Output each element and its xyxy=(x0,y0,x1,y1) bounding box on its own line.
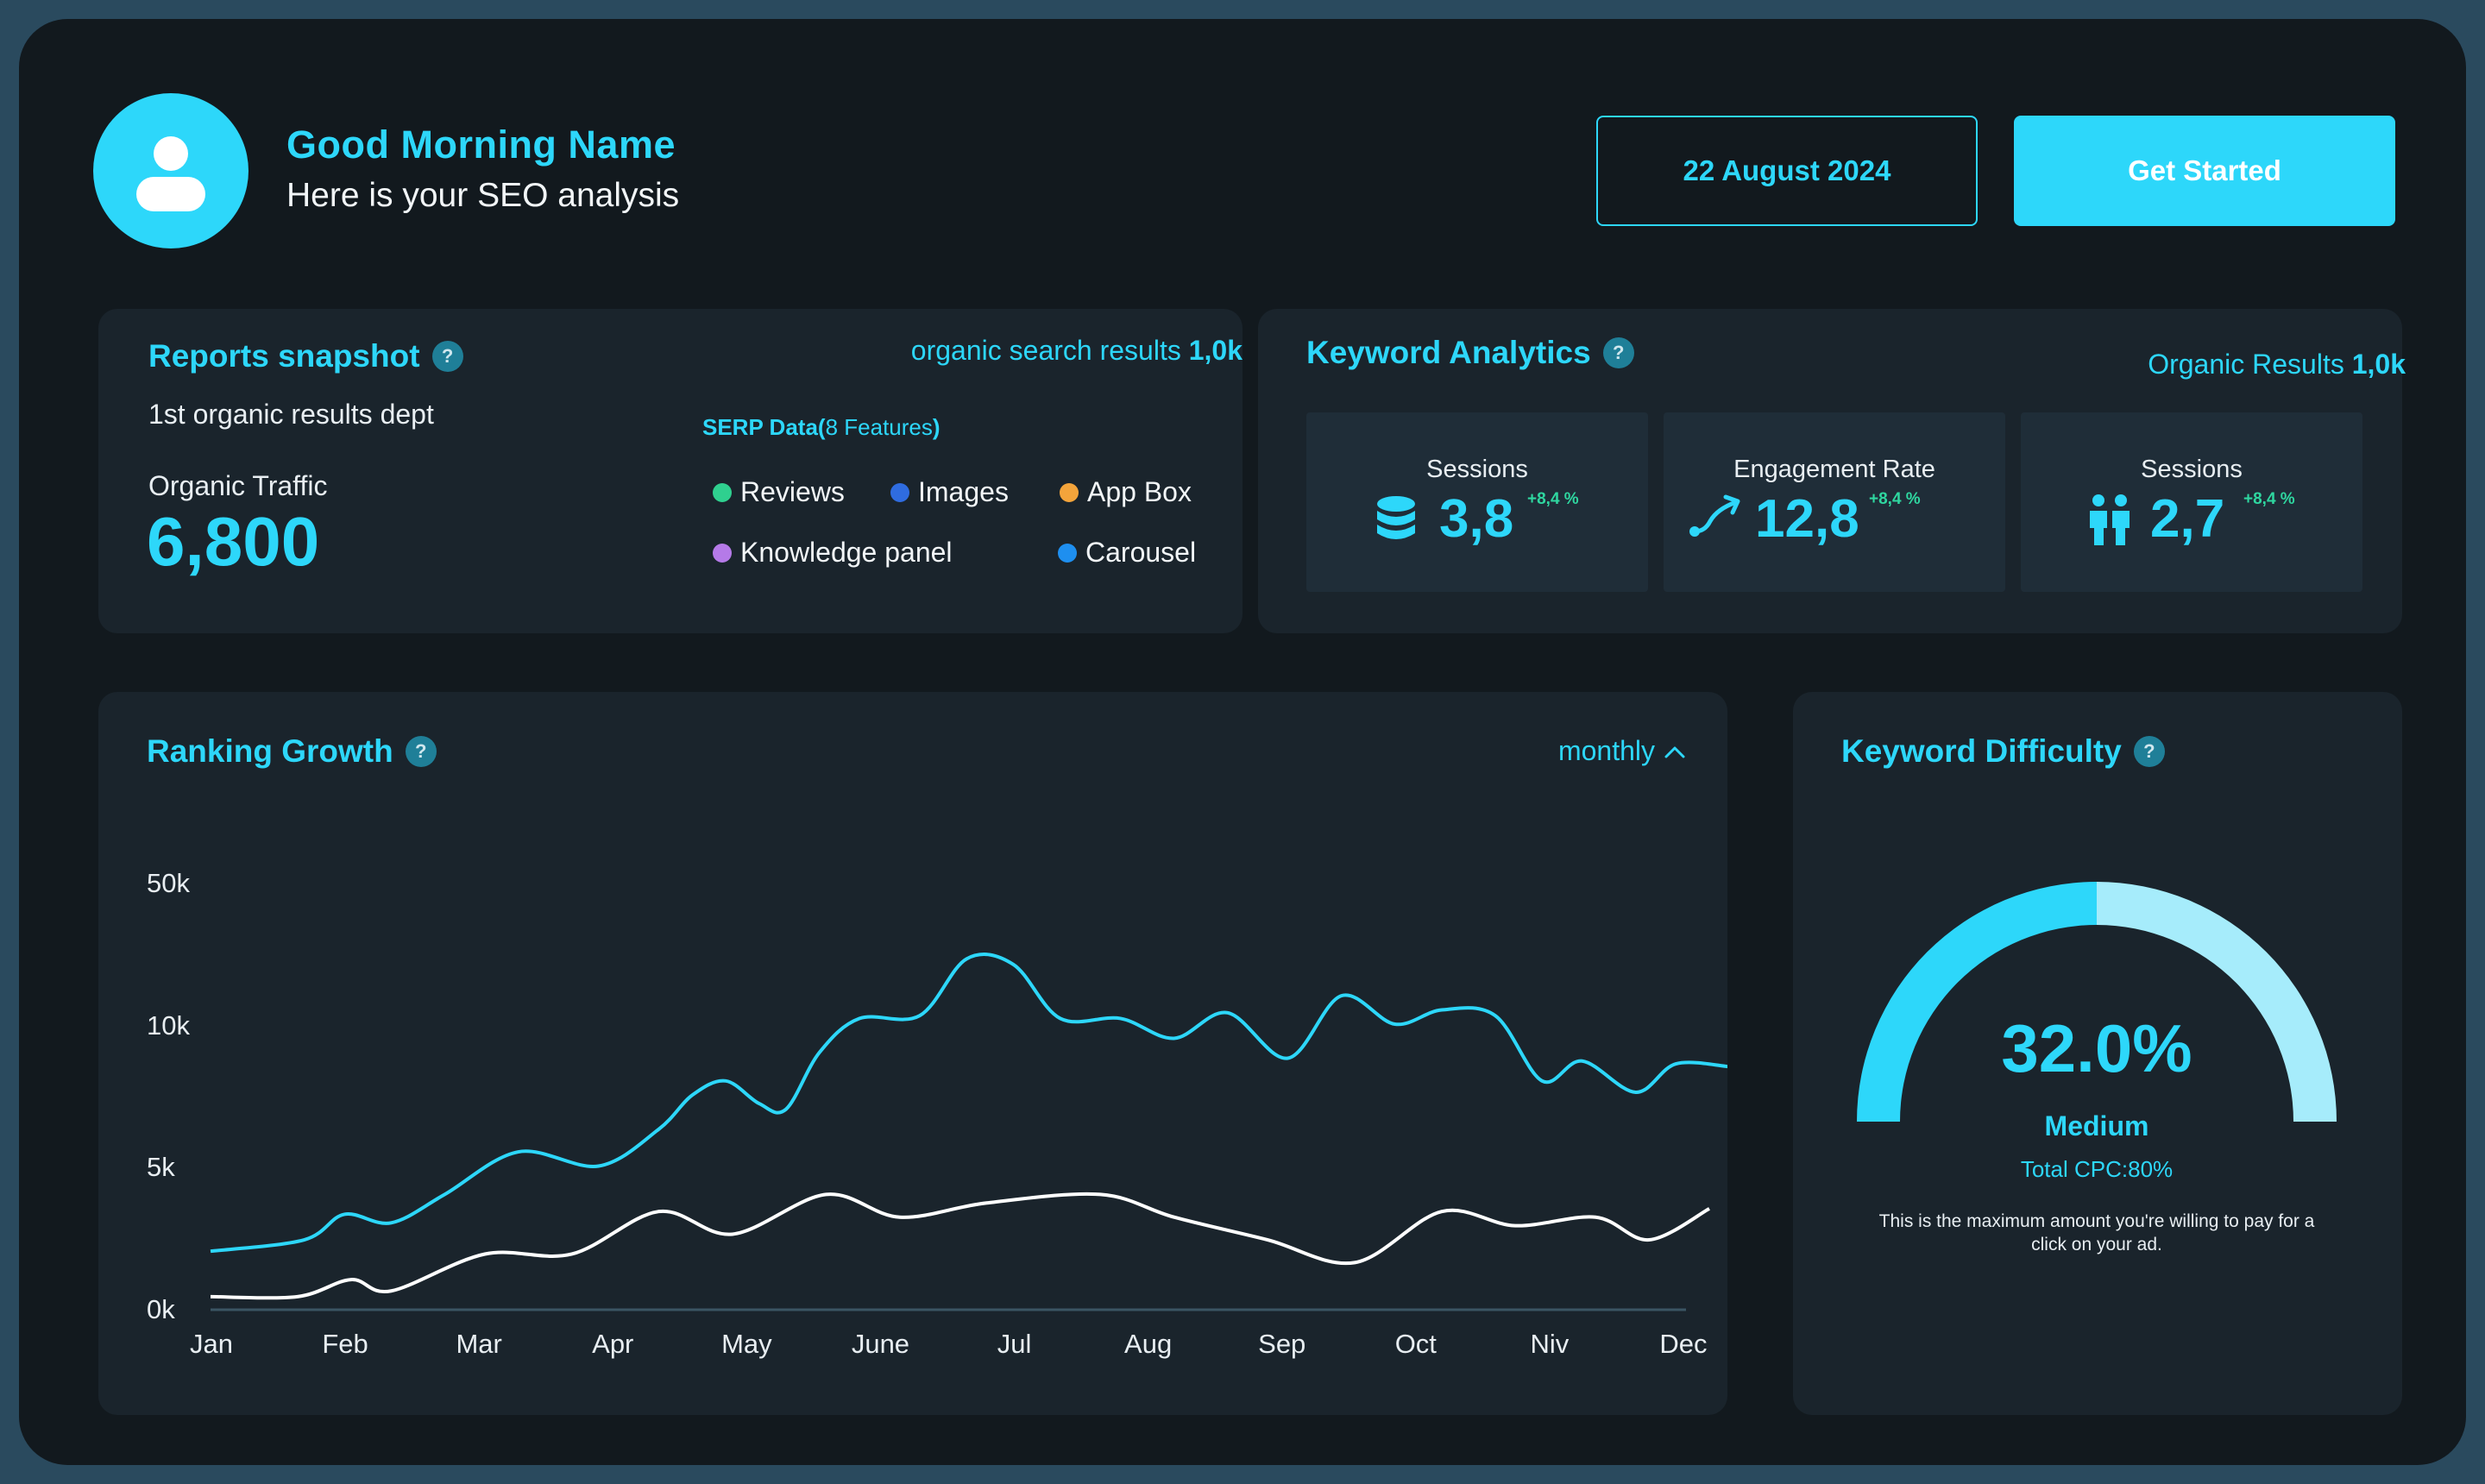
metric-label: Engagement Rate xyxy=(1733,456,1935,483)
x-tick-label: Apr xyxy=(592,1329,633,1359)
organic-search-results-label: organic search results xyxy=(910,335,1181,366)
series-line-primary xyxy=(210,953,1727,1254)
total-cpc: Total CPC:80% xyxy=(2020,1156,2174,1182)
organic-search-results: organic search results 1,0k xyxy=(911,335,1242,367)
legend-reviews-label: Reviews xyxy=(740,476,845,507)
images-dot-icon xyxy=(890,482,909,502)
x-tick-label: Oct xyxy=(1395,1329,1438,1359)
help-icon[interactable]: ? xyxy=(431,341,463,372)
reviews-dot-icon xyxy=(713,482,732,502)
organic-results: Organic Results 1,0k xyxy=(2148,349,2406,380)
reports-snapshot-title: Reports snapshot ? xyxy=(148,338,463,374)
organic-results-label: Organic Results xyxy=(2148,349,2344,380)
gauge-remaining-arc xyxy=(2097,882,2337,1122)
metric-value: 3,8 xyxy=(1439,489,1514,549)
help-icon[interactable]: ? xyxy=(1602,337,1634,368)
difficulty-gauge xyxy=(1857,882,2337,1122)
legend-images: Images xyxy=(890,476,1009,508)
organic-traffic-value: 6,800 xyxy=(147,503,320,580)
serp-features-count: 8 Features xyxy=(825,414,933,440)
ranking-growth-card xyxy=(98,692,1727,1415)
legend-images-label: Images xyxy=(918,476,1009,507)
organic-results-dept: 1st organic results dept xyxy=(148,399,434,430)
organic-traffic-label: Organic Traffic xyxy=(148,470,328,501)
series-line-secondary xyxy=(210,1192,1710,1300)
x-tick-label: Sep xyxy=(1258,1329,1305,1359)
x-tick-label: Jul xyxy=(997,1329,1032,1359)
keyword-difficulty-title: Keyword Difficulty ? xyxy=(1841,733,2165,770)
difficulty-percent: 32.0% xyxy=(2001,1010,2192,1086)
help-icon[interactable]: ? xyxy=(2133,736,2165,767)
difficulty-description: This is the maximum amount you're willin… xyxy=(1878,1211,2315,1254)
get-started-button[interactable]: Get Started xyxy=(2014,116,2395,226)
serp-data-label: SERP Data( xyxy=(702,414,826,440)
x-tick-label: May xyxy=(721,1329,772,1359)
greeting-title: Good Morning Name xyxy=(286,123,676,167)
greeting-subtitle: Here is your SEO analysis xyxy=(286,177,680,214)
y-tick-label: 5k xyxy=(147,1152,175,1182)
ranking-growth-title: Ranking Growth ? xyxy=(147,733,437,770)
organic-search-results-value: 1,0k xyxy=(1188,335,1242,366)
y-tick-label: 10k xyxy=(147,1010,190,1041)
database-icon xyxy=(1377,496,1415,539)
carousel-dot-icon xyxy=(1058,543,1077,563)
trend-arrow-icon xyxy=(1689,494,1740,537)
difficulty-level: Medium xyxy=(2044,1110,2149,1141)
x-tick-label: June xyxy=(852,1329,909,1359)
metric-card-sessions[interactable]: Sessions 3,8 +8,4 % xyxy=(1306,412,1648,592)
x-tick-label: Feb xyxy=(322,1329,368,1359)
period-label: monthly xyxy=(1557,735,1655,766)
legend-knowledge-panel-label: Knowledge panel xyxy=(740,537,953,568)
organic-results-value: 1,0k xyxy=(2351,349,2406,380)
legend-app-box-label: App Box xyxy=(1087,476,1192,507)
users-icon xyxy=(2090,494,2130,545)
legend-carousel: Carousel xyxy=(1058,537,1196,569)
serp-data-close: ) xyxy=(932,414,941,440)
keyword-analytics-title: Keyword Analytics ? xyxy=(1306,335,1634,371)
keyword-difficulty-title-text: Keyword Difficulty xyxy=(1841,733,2122,769)
avatar[interactable] xyxy=(93,93,248,248)
x-tick-label: Jan xyxy=(190,1329,233,1359)
metric-label: Sessions xyxy=(1426,456,1528,483)
chevron-up-icon xyxy=(1664,746,1685,758)
serp-data-title: SERP Data(8 Features) xyxy=(702,414,941,441)
x-tick-label: Niv xyxy=(1531,1329,1570,1359)
metric-value: 12,8 xyxy=(1755,489,1859,549)
user-icon xyxy=(136,136,205,211)
legend-reviews: Reviews xyxy=(713,476,845,508)
legend-app-box: App Box xyxy=(1060,476,1192,508)
ranking-growth-chart: 0k 5k 10k 50k Jan Feb Mar Apr May June Jul Aug Sep Oc… xyxy=(147,868,1727,1359)
metric-label: Sessions xyxy=(2141,456,2243,483)
y-tick-label: 50k xyxy=(147,868,190,898)
metric-card-engagement-rate[interactable]: Engagement Rate 12,8 +8,4 % xyxy=(1664,412,2005,592)
ranking-growth-title-text: Ranking Growth xyxy=(147,733,393,769)
knowledge-panel-dot-icon xyxy=(713,543,732,563)
x-tick-label: Aug xyxy=(1124,1329,1172,1359)
metric-change: +8,4 % xyxy=(1869,490,1921,508)
x-tick-label: Dec xyxy=(1659,1329,1707,1359)
app-box-dot-icon xyxy=(1060,482,1079,502)
date-button[interactable]: 22 August 2024 xyxy=(1596,116,1978,226)
gauge-filled-arc xyxy=(1857,882,2097,1122)
metric-card-sessions-users[interactable]: Sessions 2,7 +8,4 % xyxy=(2021,412,2362,592)
metric-change: +8,4 % xyxy=(2243,490,2295,508)
metric-value: 2,7 xyxy=(2150,489,2225,549)
reports-snapshot-title-text: Reports snapshot xyxy=(148,338,420,374)
legend-carousel-label: Carousel xyxy=(1085,537,1197,568)
help-icon[interactable]: ? xyxy=(405,736,437,767)
reports-snapshot-card xyxy=(98,309,1242,633)
metric-change: +8,4 % xyxy=(1527,490,1579,508)
legend-knowledge-panel: Knowledge panel xyxy=(713,537,953,569)
period-selector[interactable]: monthly xyxy=(1558,735,1686,767)
x-tick-label: Mar xyxy=(456,1329,501,1359)
y-tick-label: 0k xyxy=(147,1294,175,1324)
keyword-analytics-title-text: Keyword Analytics xyxy=(1306,335,1591,370)
